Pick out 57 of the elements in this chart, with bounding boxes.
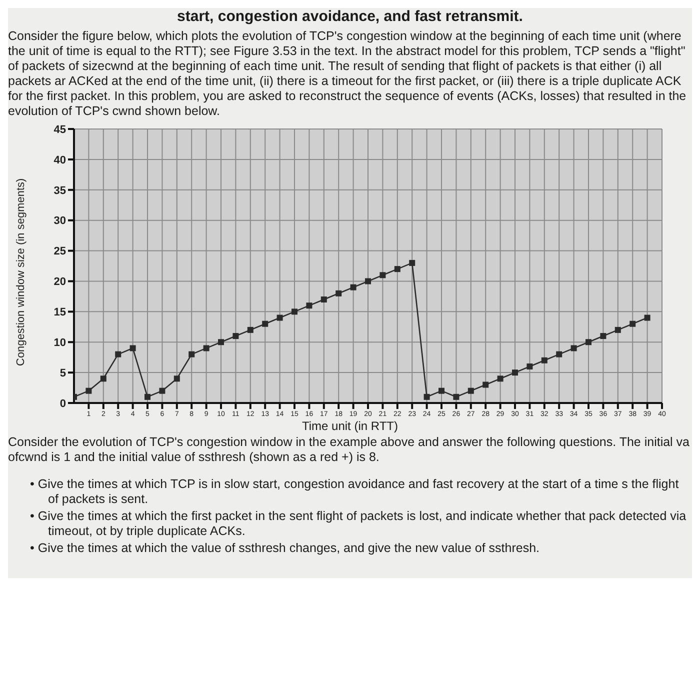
y-tick-label: 35 (54, 184, 66, 197)
point (380, 272, 386, 278)
point (541, 357, 548, 364)
y-tick-label: 10 (54, 337, 66, 350)
y-tick-label: 20 (54, 276, 66, 288)
y-tick-label: 15 (54, 306, 66, 319)
point (453, 394, 460, 400)
point (218, 339, 224, 346)
point (262, 320, 268, 327)
y-tick-label: 30 (54, 215, 66, 228)
point (365, 278, 371, 284)
point (570, 345, 577, 352)
point (586, 339, 592, 346)
point (188, 351, 195, 358)
point (86, 388, 92, 394)
point (614, 326, 621, 333)
point (497, 376, 504, 382)
point (232, 333, 239, 340)
point (306, 302, 312, 309)
y-tick-label: 40 (54, 154, 66, 166)
y-tick-label: 25 (54, 246, 66, 258)
point (482, 382, 489, 388)
point (394, 266, 400, 272)
point (468, 388, 474, 394)
point (292, 308, 298, 315)
point (336, 290, 342, 296)
text: Consider the evolution of TCP's congestion window in the example above and answer the following questions. The initial va ofcwnd is 1 and the initial value of ssthresh (shown as a red +) is 8. (8, 435, 690, 465)
y-tick-label: 0 (60, 398, 66, 410)
point (130, 345, 136, 352)
text: • Give the times at which TCP is in slow start, congestion avoidance and fast recovery at the start of a time s the flight of packets is sent. (30, 477, 680, 507)
point (144, 394, 150, 400)
text: • Give the times at which the value of ssthresh changes, and give the new value of ssthresh. (30, 541, 541, 556)
point (350, 284, 356, 290)
y-tick-label: 5 (60, 367, 66, 380)
point (512, 370, 518, 376)
point (526, 363, 533, 370)
point (174, 376, 180, 382)
point (630, 320, 636, 327)
chart-subtitle: Consider the figure below, which plots the evolution of TCP's congestion window at the beginning of each time unit (where the unit of time is equal to the RTT); see Figure 3.53 in the text. In the abstract model for this problem, TCP sends a "flight" of packets of sizecwnd at the beginning of each time unit. The result of sending that flight of packets is that either (i) all packets ar ACKed at the end of the time unit, (ii) there is a timeout for the first packet, or (iii) there is a triple duplicate ACK for the first packet. In this problem, you are asked to reconstruct the sequence of events (ACKs, losses) that resulted in the evolution of TCP's cwnd shown below. (8, 29, 688, 119)
text: • Give the times at which the first packet in the sent flight of packets is lost, and indicate whether that pack detected via timeout, ot by triple duplicate ACKs. (30, 509, 688, 539)
point (438, 388, 444, 394)
point (203, 345, 210, 352)
point (424, 394, 430, 400)
point (600, 333, 606, 340)
point (159, 388, 166, 394)
point (320, 296, 327, 302)
point (115, 351, 122, 358)
y-axis-title: Congestion window size (in segments) (14, 178, 27, 366)
point (276, 314, 283, 321)
chart-title: start, congestion avoidance, and fast retransmit. (176, 8, 524, 25)
y-tick-label: 45 (54, 124, 66, 136)
point (556, 351, 562, 358)
point (100, 376, 106, 382)
point (644, 314, 650, 321)
point (247, 326, 254, 333)
x-axis-title: Time unit (in RTT) (300, 419, 399, 433)
point (409, 260, 416, 266)
